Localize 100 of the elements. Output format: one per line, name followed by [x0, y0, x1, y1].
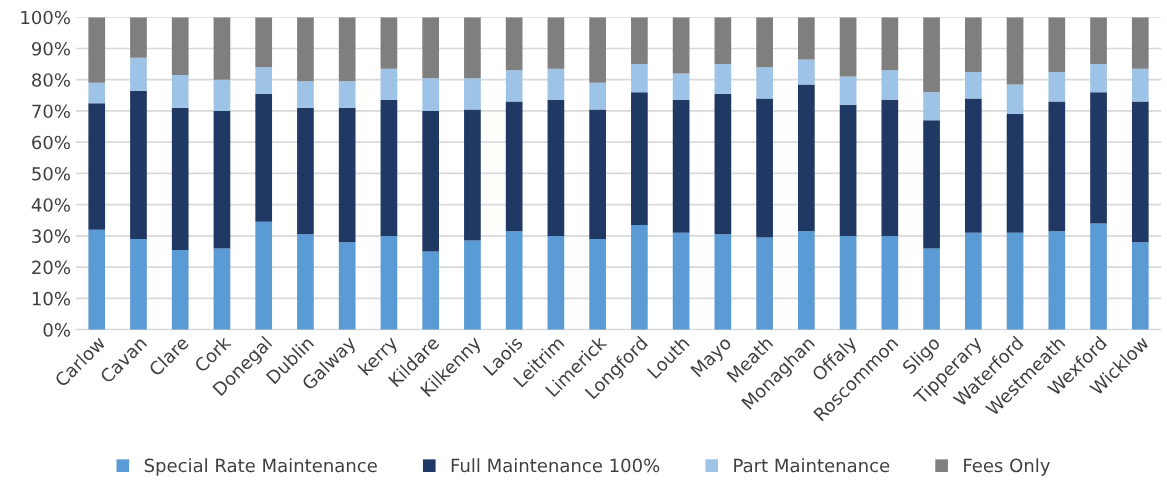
bar — [1090, 223, 1107, 330]
bar — [923, 248, 940, 330]
bar — [213, 248, 231, 330]
bar — [130, 90, 147, 240]
bar — [631, 224, 648, 330]
bar — [297, 107, 314, 235]
bar — [547, 68, 565, 101]
bar — [130, 17, 147, 58]
y-tick-label: 100% — [21, 10, 70, 25]
bar — [589, 17, 606, 83]
bar — [297, 17, 314, 82]
bar — [338, 242, 356, 330]
bar — [1090, 17, 1107, 65]
bar — [631, 92, 648, 225]
y-tick-label: 90% — [32, 41, 70, 56]
y-tick-label: 10% — [32, 291, 70, 306]
bar — [672, 17, 690, 74]
bar — [338, 107, 356, 243]
bar — [213, 110, 231, 249]
bar — [714, 17, 732, 65]
bar — [1048, 101, 1066, 232]
bar — [171, 17, 189, 76]
bar — [839, 17, 857, 77]
bar — [255, 221, 273, 330]
bar — [547, 17, 565, 69]
bar — [380, 17, 398, 69]
bar — [1131, 17, 1149, 69]
bar — [505, 17, 523, 71]
bar — [1131, 242, 1149, 330]
bar — [338, 81, 356, 108]
bar — [505, 70, 523, 102]
bar — [881, 17, 899, 71]
bar — [171, 107, 189, 250]
y-tick-label: 40% — [31, 198, 70, 212]
bar — [297, 81, 314, 108]
bar — [464, 17, 481, 79]
bar — [464, 240, 481, 330]
bar — [380, 235, 398, 330]
bar — [714, 93, 732, 235]
bar — [1006, 84, 1024, 115]
bar — [881, 100, 899, 236]
bar — [964, 98, 982, 233]
bar — [422, 78, 440, 111]
bar — [547, 235, 565, 330]
bar — [380, 68, 398, 101]
bar — [1006, 17, 1024, 85]
bar — [130, 239, 147, 330]
bar — [1048, 17, 1066, 72]
bar — [88, 103, 106, 230]
y-tick-label: 50% — [32, 166, 70, 181]
bar — [88, 82, 106, 104]
legend-label: Special Rate Maintenance — [144, 458, 377, 476]
bar — [881, 70, 899, 101]
bar — [88, 17, 106, 83]
bar — [964, 71, 982, 99]
bar — [1131, 68, 1149, 102]
bar — [672, 232, 690, 330]
bar — [422, 251, 440, 330]
y-tick-label: 70% — [32, 104, 70, 119]
y-tick-label: 0% — [43, 323, 70, 337]
bar — [631, 17, 648, 65]
bar — [631, 64, 648, 93]
bar — [505, 231, 523, 330]
bar — [422, 110, 440, 252]
legend-label: Full Maintenance 100% — [451, 458, 660, 473]
bar — [798, 231, 815, 330]
bar — [1090, 92, 1107, 224]
bar — [171, 249, 189, 330]
bar — [255, 67, 273, 94]
bar — [714, 64, 732, 94]
bar — [213, 17, 231, 80]
bar — [798, 84, 815, 232]
bar — [839, 76, 857, 105]
bar — [923, 120, 940, 249]
bar — [422, 17, 440, 79]
bar — [255, 93, 273, 222]
bar — [589, 239, 606, 330]
bar — [589, 82, 606, 110]
bar — [672, 73, 690, 101]
bar — [547, 100, 565, 236]
bar — [756, 67, 773, 99]
bar — [1048, 231, 1066, 330]
bar — [505, 101, 523, 232]
bar — [756, 237, 773, 330]
bar — [839, 104, 857, 236]
bar — [589, 109, 606, 240]
bar — [839, 235, 857, 330]
y-tick-label: 60% — [32, 135, 70, 150]
bar — [798, 59, 815, 85]
bar — [297, 234, 314, 330]
bar — [464, 109, 481, 241]
bar — [1090, 64, 1107, 93]
legend-label: Fees Only — [964, 458, 1050, 476]
y-tick-label: 30% — [32, 229, 70, 244]
bar — [1048, 71, 1066, 102]
y-tick-label: 80% — [32, 73, 70, 87]
bar — [171, 75, 189, 108]
bar — [964, 17, 982, 72]
bar — [88, 229, 106, 330]
bar — [1006, 114, 1024, 233]
